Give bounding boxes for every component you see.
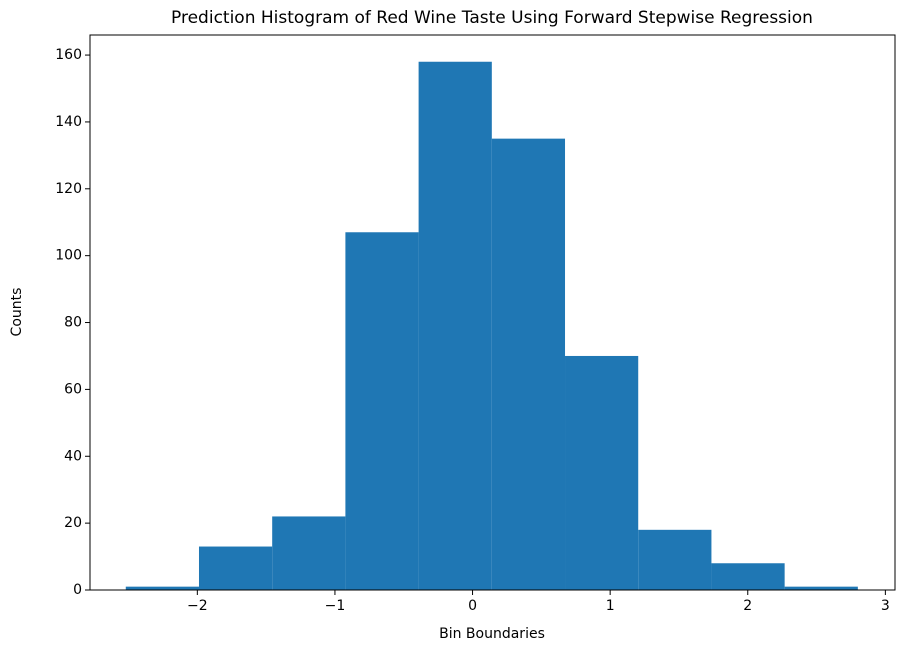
- x-tick-label: 1: [606, 598, 615, 614]
- bar: [784, 586, 858, 590]
- bar: [565, 355, 639, 590]
- y-tick-label: 0: [73, 582, 82, 598]
- y-tick-label: 160: [55, 47, 82, 63]
- bar: [272, 516, 346, 590]
- bar: [638, 529, 712, 590]
- bar: [198, 546, 273, 590]
- bar: [125, 586, 199, 590]
- y-tick-label: 120: [55, 181, 82, 197]
- y-tick-label: 40: [64, 448, 82, 464]
- y-tick-label: 80: [64, 315, 82, 331]
- x-axis-label: Bin Boundaries: [439, 626, 545, 642]
- bar: [418, 61, 492, 590]
- x-tick-label: 2: [743, 598, 752, 614]
- chart-title: Prediction Histogram of Red Wine Taste U…: [171, 8, 813, 28]
- bar: [711, 563, 785, 590]
- y-tick-label: 60: [64, 381, 82, 397]
- x-tick-label: 3: [881, 598, 890, 614]
- bar: [345, 232, 419, 590]
- y-tick-label: 20: [64, 515, 82, 531]
- y-tick-label: 140: [55, 114, 82, 130]
- x-tick-label: −1: [325, 598, 346, 614]
- x-tick-label: 0: [468, 598, 477, 614]
- y-axis-label: Counts: [9, 288, 25, 337]
- plot-frame: [89, 34, 896, 591]
- y-tick-label: 100: [55, 248, 82, 264]
- x-tick-label: −2: [187, 598, 208, 614]
- bar: [491, 138, 566, 590]
